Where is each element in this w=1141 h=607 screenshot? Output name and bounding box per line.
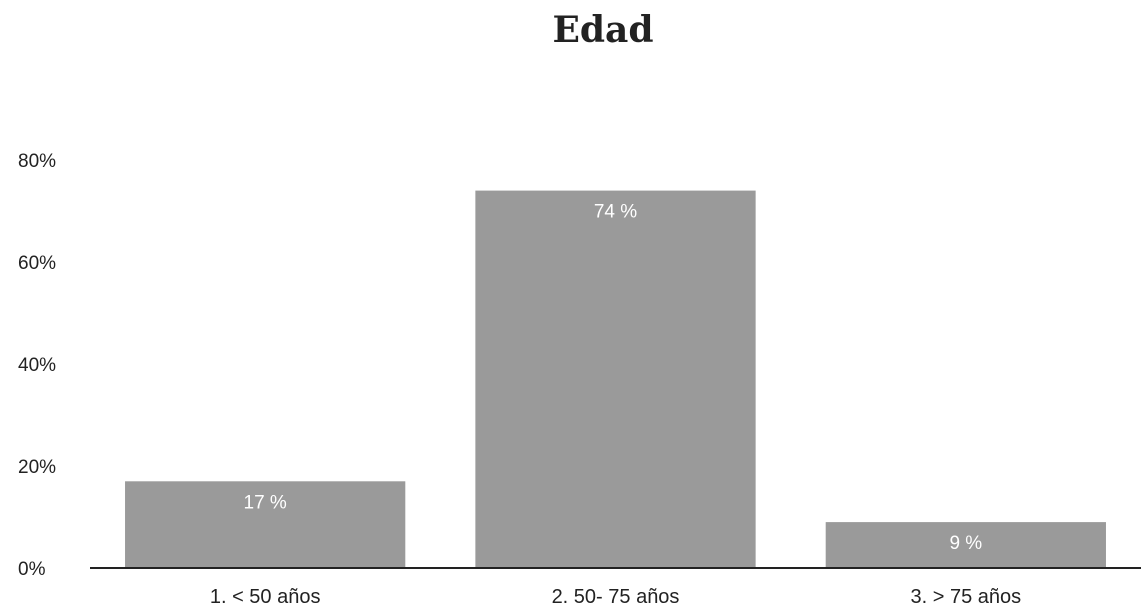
x-tick-label: 1. < 50 años [210, 586, 321, 607]
data-label: 9 % [949, 533, 982, 554]
x-tick-label: 2. 50- 75 años [552, 586, 680, 607]
data-label: 17 % [244, 492, 287, 513]
data-label: 74 % [594, 202, 637, 223]
bars [125, 190, 1106, 568]
bar [125, 481, 406, 568]
x-axis: 1. < 50 años 2. 50- 75 años 3. > 75 años [210, 586, 1021, 607]
y-axis: 0% 20% 40% 60% 80% [18, 151, 56, 580]
x-tick-label: 3. > 75 años [911, 586, 1022, 607]
y-tick-label: 20% [18, 457, 56, 478]
y-tick-label: 80% [18, 151, 56, 172]
chart-title: Edad [552, 9, 653, 51]
y-tick-label: 0% [18, 559, 46, 580]
y-tick-label: 40% [18, 355, 56, 376]
y-tick-label: 60% [18, 253, 56, 274]
data-labels: 17 % 74 % 9 % [244, 202, 983, 554]
bar [825, 522, 1106, 568]
bar [475, 190, 756, 568]
